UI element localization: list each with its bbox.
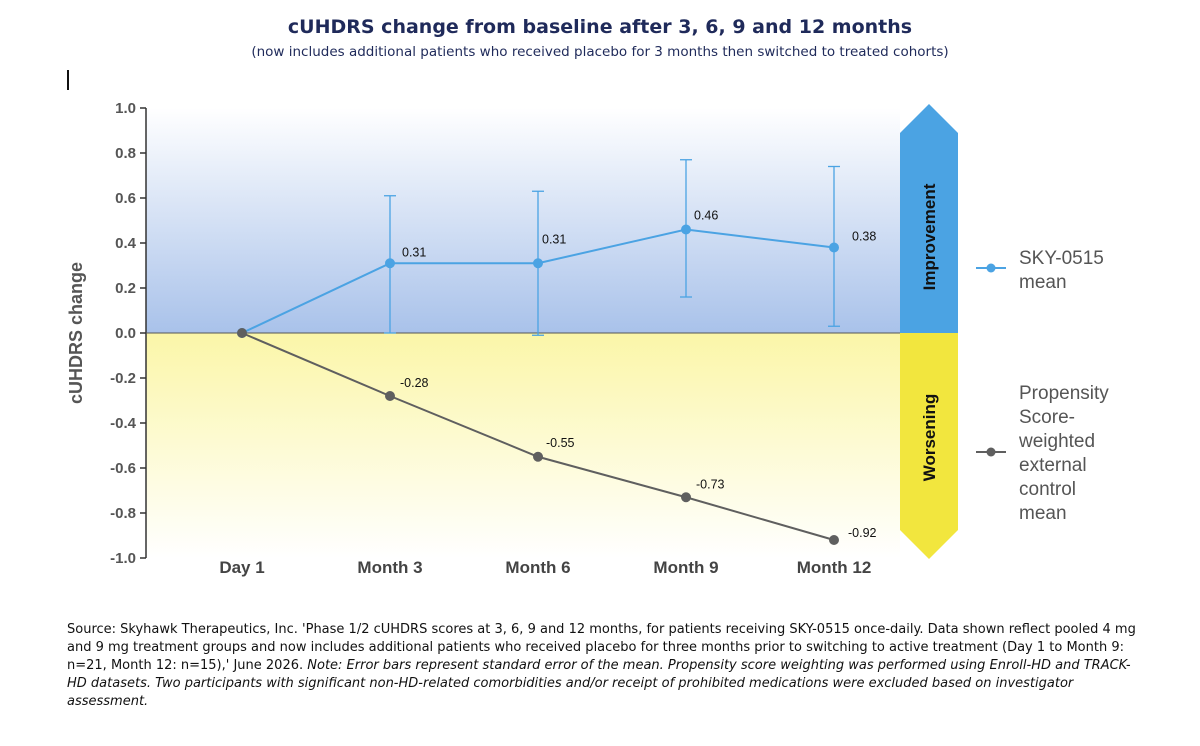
chart-subtitle: (now includes additional patients who re… [251, 44, 949, 60]
legend-item-external-control: Propensity Score-weighted external control m… [976, 383, 1109, 524]
x-tick-label: Day 1 [219, 558, 264, 577]
legend-item-sky-0515: SKY-0515 mean [976, 248, 1104, 293]
y-tick-label: -0.2 [110, 370, 136, 387]
data-point [533, 451, 543, 462]
x-tick-label: Month 3 [357, 558, 422, 577]
y-tick-label: 0.2 [115, 280, 136, 297]
improvement-label: Improvement [920, 183, 939, 290]
data-point [681, 224, 691, 235]
x-tick-label: Month 6 [505, 558, 570, 577]
chart-title: cUHDRS change from baseline after 3, 6, … [287, 16, 913, 38]
x-tick-label: Month 9 [653, 558, 718, 577]
data-point [681, 492, 691, 503]
y-axis-label: cUHDRS change [66, 262, 86, 404]
data-label: 0.31 [402, 245, 426, 259]
data-point [533, 258, 543, 269]
y-tick-label: 0.6 [115, 190, 136, 207]
legend-text: SKY-0515 [1019, 248, 1104, 269]
legend-marker [986, 447, 996, 457]
legend-text: mean [1019, 272, 1067, 293]
legend-marker [986, 263, 996, 273]
data-point [829, 242, 839, 253]
x-tick-label: Month 12 [797, 558, 872, 577]
data-label: -0.28 [400, 376, 429, 390]
text-cursor [67, 70, 69, 90]
improvement-arrow [900, 104, 958, 333]
data-label: -0.73 [696, 477, 725, 491]
data-point [385, 258, 395, 269]
data-point [385, 391, 395, 401]
improvement-zone-bg [146, 108, 900, 333]
data-label: 0.38 [852, 230, 876, 244]
worsening-arrow [900, 333, 958, 559]
source-text: Source: Skyhawk Therapeutics, Inc. 'Phas… [67, 622, 1136, 673]
y-tick-label: 1.0 [115, 100, 136, 117]
series-sky-0515: 0.31 0.31 0.46 0.38 [237, 159, 876, 338]
y-tick-label: 0.4 [115, 235, 137, 252]
legend-text: mean [1019, 503, 1067, 524]
legend-text: Propensity [1019, 383, 1109, 404]
data-label: 0.46 [694, 209, 718, 223]
line-chart: 1.0 0.8 0.6 0.4 0.2 0.0 -0.2 -0.4 -0.6 -0.8 -1.0 cU… [66, 100, 1109, 577]
y-tick-label: -0.6 [110, 460, 136, 477]
data-point [237, 328, 247, 338]
worsening-label: Worsening [920, 394, 939, 482]
series-external-control: -0.28 -0.55 -0.73 -0.92 [237, 328, 877, 545]
legend-text: external [1019, 455, 1087, 476]
source-note: Note: Error bars represent standard erro… [67, 658, 1131, 709]
legend-text: control [1019, 479, 1076, 500]
data-point [829, 535, 839, 545]
data-label: -0.55 [546, 436, 575, 450]
worsening-zone-bg [146, 333, 900, 558]
y-tick-label: -1.0 [110, 550, 136, 567]
y-tick-label: 0.0 [115, 325, 136, 342]
y-tick-label: -0.4 [110, 415, 137, 432]
data-label: -0.92 [848, 526, 877, 540]
y-tick-label: 0.8 [115, 145, 136, 162]
legend-text: weighted [1018, 431, 1095, 452]
y-tick-label: -0.8 [110, 505, 136, 522]
source-footnote: Source: Skyhawk Therapeutics, Inc. 'Phas… [67, 621, 1147, 711]
data-label: 0.31 [542, 232, 566, 246]
legend-text: Score- [1019, 407, 1075, 428]
